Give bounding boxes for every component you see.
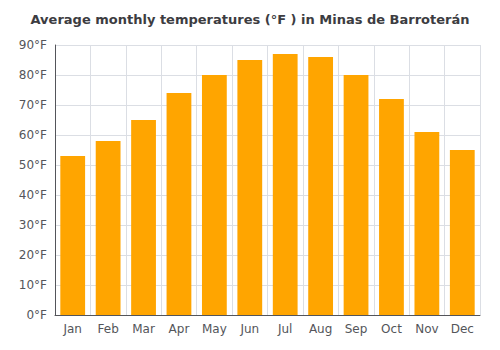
svg-text:Average monthly temperatures (: Average monthly temperatures (°F ) in Mi… xyxy=(30,12,469,27)
svg-text:40°F: 40°F xyxy=(19,188,47,202)
svg-text:Jun: Jun xyxy=(239,322,259,336)
svg-text:20°F: 20°F xyxy=(19,248,47,262)
svg-text:Feb: Feb xyxy=(98,322,119,336)
svg-text:50°F: 50°F xyxy=(19,158,47,172)
svg-text:90°F: 90°F xyxy=(19,38,47,52)
svg-text:Apr: Apr xyxy=(169,322,190,336)
svg-text:Dec: Dec xyxy=(451,322,474,336)
svg-text:Mar: Mar xyxy=(132,322,155,336)
svg-text:0°F: 0°F xyxy=(26,308,47,322)
svg-text:80°F: 80°F xyxy=(19,68,47,82)
svg-text:70°F: 70°F xyxy=(19,98,47,112)
svg-text:10°F: 10°F xyxy=(19,278,47,292)
svg-text:60°F: 60°F xyxy=(19,128,47,142)
svg-text:Aug: Aug xyxy=(309,322,332,336)
svg-text:Jul: Jul xyxy=(277,322,292,336)
svg-text:Oct: Oct xyxy=(381,322,402,336)
svg-text:Nov: Nov xyxy=(415,322,438,336)
svg-text:30°F: 30°F xyxy=(19,218,47,232)
svg-text:Jan: Jan xyxy=(62,322,82,336)
svg-text:May: May xyxy=(202,322,227,336)
svg-text:Sep: Sep xyxy=(345,322,368,336)
